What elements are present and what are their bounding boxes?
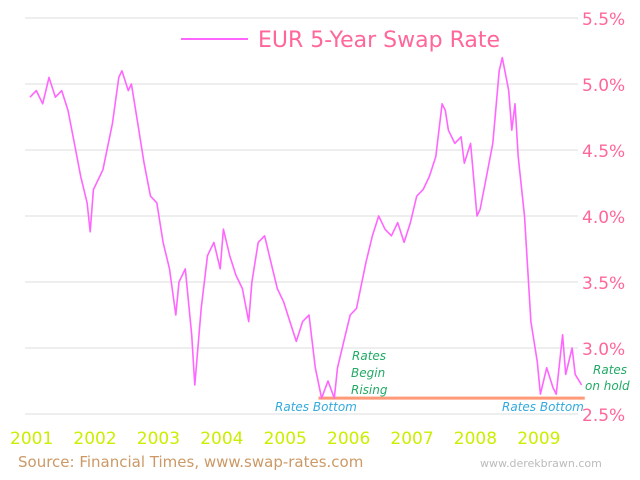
annotation-on-hold-1: Rates bbox=[593, 363, 627, 377]
annotation-begin-rising-3: Rising bbox=[351, 383, 388, 397]
watermark: www.derekbrawn.com bbox=[480, 457, 602, 470]
annotation-rates-bottom-2009: Rates Bottom bbox=[502, 400, 584, 414]
chart-title: EUR 5-Year Swap Rate bbox=[258, 28, 500, 53]
x-tick-label: 2004 bbox=[200, 429, 243, 449]
y-tick-label: 2.5% bbox=[582, 406, 625, 426]
x-axis-ticks: 2001 2002 2003 2004 2005 2006 2007 2008 2009 bbox=[10, 429, 560, 449]
x-tick-label: 2002 bbox=[73, 429, 116, 449]
source-note: Source: Financial Times, www.swap-rates.… bbox=[18, 453, 363, 471]
y-tick-label: 3.5% bbox=[582, 274, 625, 294]
x-tick-label: 2001 bbox=[10, 429, 53, 449]
y-tick-label: 3.0% bbox=[582, 340, 625, 360]
y-tick-label: 4.0% bbox=[582, 208, 625, 228]
y-tick-label: 5.0% bbox=[582, 76, 625, 96]
x-tick-label: 2008 bbox=[454, 429, 497, 449]
gridlines bbox=[25, 17, 578, 415]
annotation-begin-rising-1: Rates bbox=[352, 349, 386, 363]
series-line-eur-5y-swap bbox=[29, 56, 583, 399]
y-axis-ticks: 5.5% 5.0% 4.5% 4.0% 3.5% 3.0% 2.5% bbox=[582, 10, 625, 426]
x-tick-label: 2007 bbox=[390, 429, 433, 449]
y-tick-label: 5.5% bbox=[582, 10, 625, 30]
annotation-rates-bottom-2005: Rates Bottom bbox=[275, 400, 357, 414]
x-tick-label: 2003 bbox=[137, 429, 180, 449]
annotation-on-hold-2: on hold bbox=[585, 379, 630, 393]
x-tick-label: 2006 bbox=[327, 429, 370, 449]
annotation-begin-rising-2: Begin bbox=[351, 366, 385, 380]
x-tick-label: 2009 bbox=[517, 429, 560, 449]
legend: EUR 5-Year Swap Rate bbox=[181, 28, 500, 53]
x-tick-label: 2005 bbox=[264, 429, 307, 449]
y-tick-label: 4.5% bbox=[582, 142, 625, 162]
